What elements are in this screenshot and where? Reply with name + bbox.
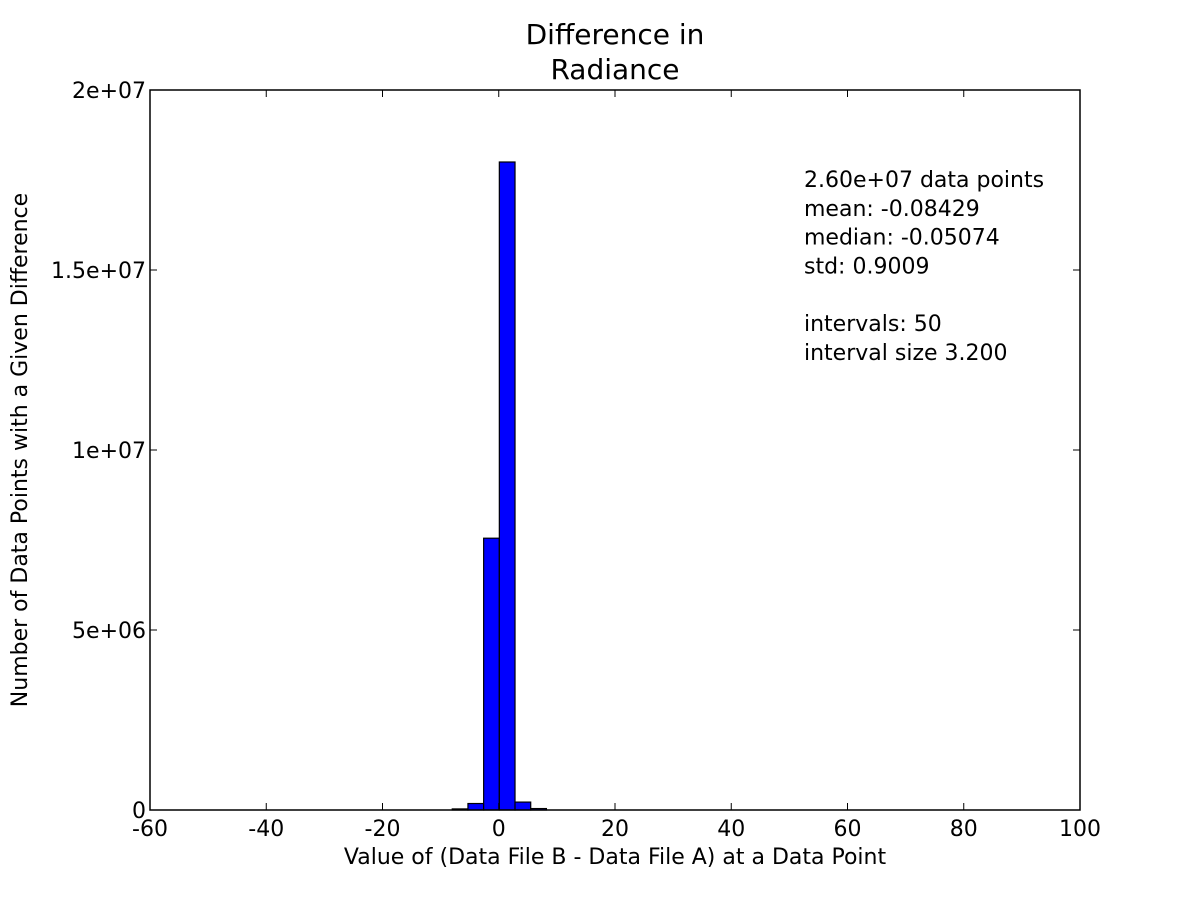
y-tick-label: 0 [132,799,146,824]
stats-annotation-block: 2.60e+07 data points mean: -0.08429 median… [804,168,1044,366]
y-tick-labels: 0 5e+06 1e+07 1.5e+07 2e+07 [51,79,146,824]
x-tick-label: 40 [717,817,745,842]
y-tick-label: 5e+06 [72,619,146,644]
histogram-bar-1 [467,802,485,811]
stat-line-1: mean: -0.08429 [804,197,980,222]
x-tick-label: 20 [601,817,629,842]
x-tick-label: 0 [492,817,506,842]
histogram-bar-4 [514,801,532,811]
histogram-bar-3 [498,161,516,811]
stat-line-3: std: 0.9009 [804,254,929,279]
x-tick-labels: -60 -40 -20 0 20 40 60 80 100 [132,817,1101,842]
stat-line-5: intervals: 50 [804,312,942,337]
x-tick-label: -20 [365,817,401,842]
chart-title-line-1: Difference in [526,18,705,51]
stat-line-6: interval size 3.200 [804,341,1008,366]
x-tick-label: 60 [834,817,862,842]
stat-line-2: median: -0.05074 [804,226,1000,251]
stat-line-0: 2.60e+07 data points [804,168,1044,193]
x-tick-label: -40 [248,817,284,842]
x-tick-label: -60 [132,817,168,842]
chart-title-line-2: Radiance [550,53,679,86]
y-tick-label: 1.5e+07 [51,259,146,284]
histogram-bar-2 [483,537,500,811]
tick-marks [149,89,1081,811]
x-tick-label: 100 [1059,817,1101,842]
y-tick-label: 1e+07 [72,439,146,464]
y-tick-label: 2e+07 [72,79,146,104]
x-tick-label: 80 [950,817,978,842]
x-axis-label: Value of (Data File B - Data File A) at … [344,845,887,870]
y-axis-label: Number of Data Points with a Given Diffe… [8,193,33,707]
